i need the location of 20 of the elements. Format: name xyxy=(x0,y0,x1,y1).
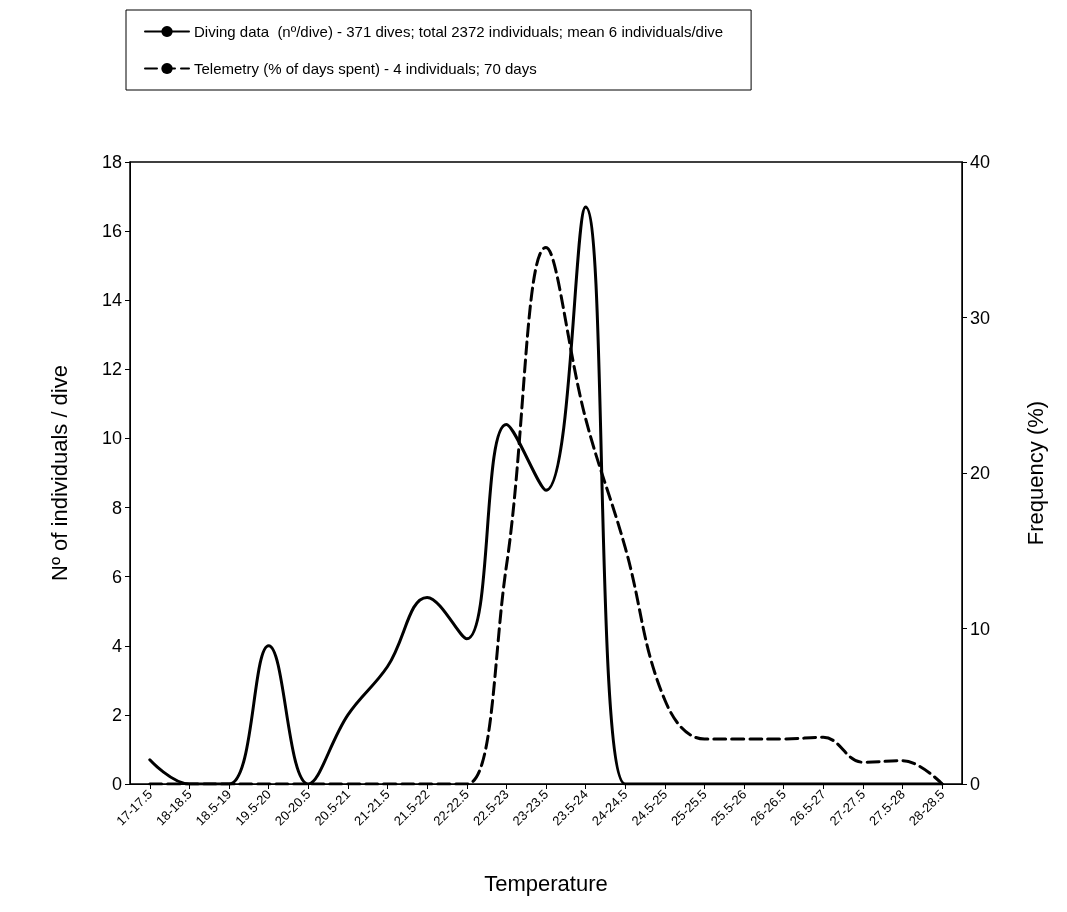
legend-label: Telemetry (% of days spent) - 4 individuals; 70 days xyxy=(194,60,537,77)
y-tick-label: 10 xyxy=(101,428,122,449)
y-tick-label: 2 xyxy=(111,704,122,725)
y2-tick-label: 40 xyxy=(970,152,991,172)
y-tick-label: 16 xyxy=(101,221,122,242)
y-tick-label: 18 xyxy=(101,152,122,172)
y-tick-label: 6 xyxy=(111,566,122,587)
y2-axis-title: Frequency (%) xyxy=(1022,400,1048,546)
y2-tick-label: 20 xyxy=(970,463,991,483)
y-tick-label: 4 xyxy=(111,635,122,656)
y2-tick-label: 10 xyxy=(970,618,991,639)
y-tick-label: 8 xyxy=(111,497,122,518)
y-tick-label: 14 xyxy=(101,290,122,311)
y-tick-label: 12 xyxy=(101,359,122,380)
y-axis-title: Nº of individuals / dive xyxy=(46,365,72,581)
y2-tick-label: 0 xyxy=(970,774,981,794)
y2-tick-label: 30 xyxy=(970,307,991,328)
y-tick-label: 0 xyxy=(111,774,122,794)
x-axis-title: Temperature xyxy=(484,870,608,896)
legend-label: Diving data (nº/dive) - 371 dives; total 2372 individuals; mean 6 individuals/dive xyxy=(194,23,724,40)
